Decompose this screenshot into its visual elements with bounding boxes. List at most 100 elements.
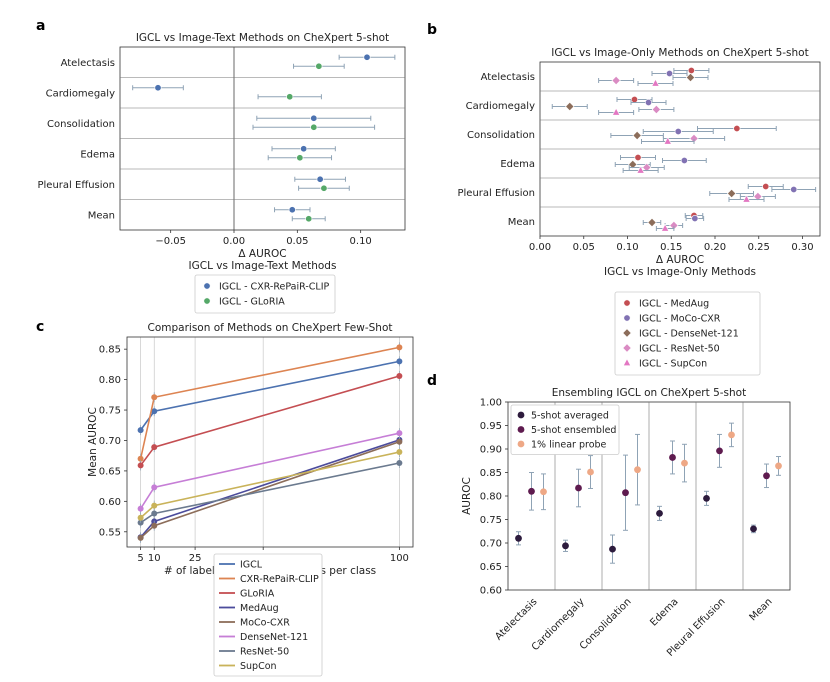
panel-label-b: b [427,22,437,38]
data-point [587,468,594,476]
data-point [728,431,735,439]
legend-label: IGCL - SupCon [639,359,707,370]
y-axis-label: AUROC [461,477,473,515]
data-point [151,484,158,491]
panel-label-d: d [427,373,437,389]
category-label: Pleural Effusion [458,188,536,199]
y-tick-label: 0.65 [99,466,121,477]
legend-label: IGCL - CXR-RePaiR-CLIP [219,282,329,293]
data-point [763,472,770,480]
legend-marker [622,328,632,338]
data-point [310,114,318,122]
data-point [762,183,770,191]
x-axis-label: Δ AUROC [238,248,286,260]
data-point [396,344,403,351]
x-tick-label: 0.05 [573,242,595,253]
category-label: Consolidation [47,119,115,130]
data-point [137,514,144,521]
y-axis-label: Mean AUROC [87,407,99,477]
legend-label: IGCL - ResNet-50 [639,344,720,355]
category-label: Cardiomegaly [466,101,535,112]
data-point [137,462,144,469]
legend-label: 5-shot ensembled [531,425,616,436]
chart-title: IGCL vs Image-Only Methods on CheXpert 5… [551,47,808,59]
data-point [630,96,638,104]
panel-label-a: a [36,18,45,34]
data-point [790,186,798,194]
legend-label: IGCL - MoCo-CXR [639,314,721,325]
data-point [685,72,696,83]
category-label: Mean [508,217,535,228]
data-point [663,136,672,145]
data-point [575,484,582,492]
legend-label: SupCon [240,661,277,672]
data-point [320,184,328,192]
data-point [733,125,741,133]
data-point [300,145,308,153]
x-axis-label: Δ AUROC [656,254,704,266]
legend-label: IGCL - GLoRIA [219,297,285,308]
data-point [515,534,522,542]
data-point [611,107,621,116]
legend-label: CXR-RePaiR-CLIP [240,574,319,585]
data-point [669,454,676,461]
y-tick-label: 0.80 [480,492,502,503]
legend-title: IGCL vs Image-Only Methods [604,266,756,278]
data-point [151,408,158,415]
chart-title: Comparison of Methods on CheXpert Few-Sh… [148,322,393,334]
data-point [651,78,660,87]
category-label: Consolidation [578,596,634,652]
data-point [151,502,158,509]
x-tick-label: 0.25 [748,242,770,253]
data-point [310,123,318,131]
data-point [151,394,158,401]
x-tick-label: 5 [137,553,143,564]
category-label: Mean [88,210,115,221]
data-point [396,430,403,437]
x-tick-label: 25 [189,553,202,564]
y-tick-label: 0.75 [99,406,121,417]
data-point [660,223,670,232]
data-point [716,447,723,455]
legend-title: IGCL vs Image-Text Methods [189,260,337,272]
data-point [775,462,782,470]
panel-c: Comparison of Methods on CheXpert Few-Sh… [87,322,414,677]
y-tick-label: 0.85 [99,345,121,356]
data-point [137,427,144,434]
chart-title: IGCL vs Image-Text Methods on CheXpert 5… [136,32,389,44]
legend-marker [203,282,211,290]
y-tick-label: 0.55 [99,527,121,538]
data-point [642,162,652,173]
data-point [687,67,695,75]
data-point [647,217,657,228]
y-tick-label: 1.00 [480,398,502,409]
y-tick-label: 0.90 [480,445,502,456]
legend-marker [517,440,525,448]
data-point [727,188,737,199]
data-point [674,128,682,136]
data-point [137,455,144,462]
data-point [396,358,403,365]
data-point [750,525,757,533]
legend-marker [517,411,525,419]
y-tick-label: 0.75 [480,515,502,526]
data-point [628,159,638,170]
y-tick-label: 0.65 [480,562,502,573]
category-label: Consolidation [467,130,535,141]
data-point [363,53,371,61]
data-point [680,157,688,165]
data-point [634,466,641,474]
data-point [636,165,645,174]
legend-box [614,291,761,376]
y-tick-label: 0.80 [99,375,121,386]
data-point [753,191,763,202]
panel-d: Ensembling IGCL on CheXpert 5-shot 0.60 0.… [461,387,791,659]
category-label: Atelectasis [493,596,539,642]
data-point [656,509,663,517]
x-tick-label: 0.30 [791,242,813,253]
legend-marker [623,314,631,322]
category-label: Pleural Effusion [38,180,116,191]
legend-label: 1% linear probe [531,440,607,451]
legend-label: DenseNet-121 [240,632,308,643]
